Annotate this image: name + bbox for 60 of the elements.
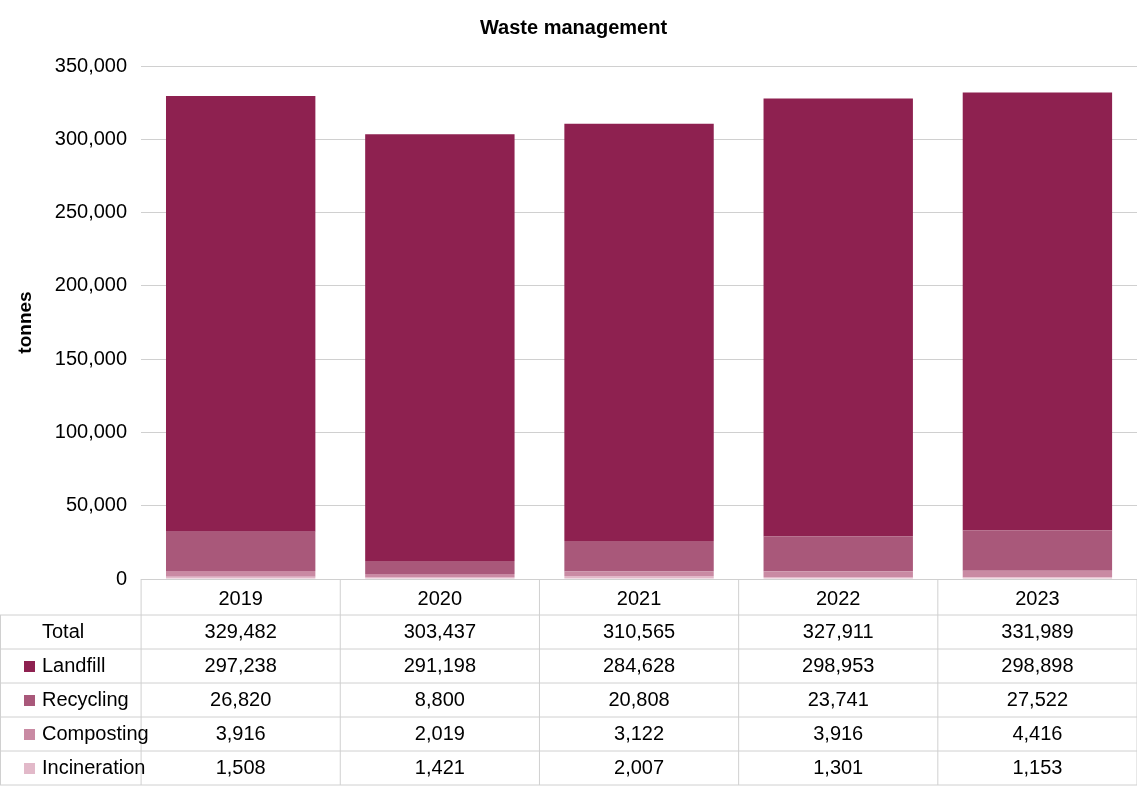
- bar: [763, 536, 913, 572]
- y-tick-label: 200,000: [54, 273, 128, 296]
- bar: [165, 96, 316, 532]
- bar: [763, 571, 913, 578]
- data-label: 298,898: [1001, 653, 1074, 676]
- y-tick-label: 300,000: [54, 126, 128, 149]
- data-label: 23,741: [807, 687, 869, 710]
- bar: [962, 530, 1113, 571]
- x-tick-label: 2022: [815, 586, 861, 609]
- y-tick-label: 250,000: [54, 200, 128, 223]
- bar: [564, 123, 714, 541]
- total-label: 310,565: [602, 619, 676, 642]
- total-label: 303,437: [403, 619, 477, 642]
- data-label: 298,953: [802, 653, 875, 676]
- bar: [962, 570, 1113, 578]
- x-tick-label: 2019: [218, 586, 263, 609]
- bar: [962, 92, 1113, 531]
- data-label: 297,238: [204, 653, 277, 676]
- text: Total: [42, 619, 85, 642]
- data-label: 3,122: [614, 721, 665, 744]
- data-label: 291,198: [403, 653, 477, 676]
- y-tick-label: 150,000: [54, 346, 128, 369]
- legend-label: Recycling: [42, 687, 129, 710]
- data-label: 8,800: [414, 687, 465, 710]
- legend-label: Incineration: [42, 755, 146, 778]
- data-label: 27,522: [1006, 687, 1068, 710]
- total-label: 327,911: [802, 619, 874, 642]
- data-label: 1,508: [215, 755, 266, 778]
- data-label: 3,916: [215, 721, 266, 744]
- data-label: 1,421: [414, 755, 465, 778]
- data-label: 2,007: [614, 755, 665, 778]
- bar: [165, 571, 316, 577]
- data-label: 3,916: [813, 721, 864, 744]
- bar: [365, 134, 515, 562]
- y-axis-title: tonnes: [13, 291, 35, 354]
- legend-label: Composting: [42, 721, 149, 744]
- data-label: 284,628: [602, 653, 676, 676]
- data-label: 2,019: [414, 721, 465, 744]
- data-label: 1,153: [1012, 755, 1063, 778]
- y-tick-label: 0: [115, 566, 128, 589]
- bar: [564, 576, 714, 579]
- x-tick-label: 2020: [417, 586, 463, 609]
- y-tick-label: 350,000: [54, 53, 128, 76]
- total-label: 329,482: [204, 619, 277, 642]
- data-label: 4,416: [1012, 721, 1063, 744]
- x-tick-label: 2021: [616, 586, 662, 609]
- bar: [564, 540, 714, 572]
- total-label: 331,989: [1001, 619, 1074, 642]
- data-label: 1,301: [813, 755, 864, 778]
- chart-title: Waste management: [479, 15, 668, 38]
- data-label: 26,820: [210, 687, 272, 710]
- data-label: 20,808: [608, 687, 670, 710]
- y-tick-label: 50,000: [65, 493, 128, 516]
- y-tick-label: 100,000: [54, 419, 128, 442]
- x-tick-label: 2023: [1015, 586, 1060, 609]
- bar: [165, 531, 316, 572]
- bar: [365, 561, 515, 574]
- legend-label: Landfill: [42, 653, 106, 676]
- bar: [564, 571, 714, 577]
- bar: [763, 98, 913, 537]
